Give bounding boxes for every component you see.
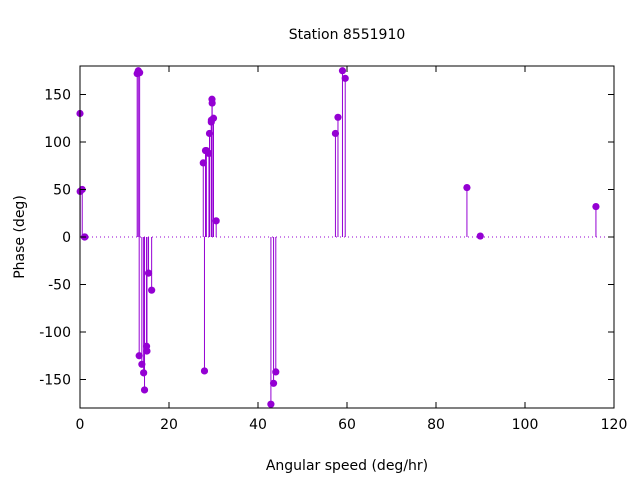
data-point bbox=[463, 184, 471, 192]
data-point bbox=[199, 159, 207, 167]
x-tick-label: 80 bbox=[427, 417, 445, 433]
data-point bbox=[269, 379, 278, 387]
y-axis: -150 -100 -50 0 50 100 150 bbox=[39, 88, 614, 389]
data-point bbox=[476, 232, 484, 240]
y-tick-label: 150 bbox=[44, 88, 71, 104]
data-point bbox=[148, 286, 156, 294]
y-tick-label: -100 bbox=[39, 325, 71, 341]
data-point bbox=[205, 149, 213, 157]
data-points bbox=[76, 67, 600, 408]
data-point bbox=[338, 67, 347, 75]
data-point bbox=[331, 129, 340, 138]
data-point bbox=[592, 203, 600, 211]
data-point bbox=[140, 386, 149, 394]
data-point bbox=[272, 368, 280, 376]
x-tick-label: 60 bbox=[338, 417, 356, 433]
x-tick-label: 20 bbox=[160, 417, 178, 433]
y-tick-label: -50 bbox=[48, 278, 71, 294]
data-point bbox=[267, 400, 275, 408]
data-point bbox=[208, 99, 216, 107]
y-tick-label: 100 bbox=[44, 135, 71, 151]
x-tick-label: 100 bbox=[512, 417, 539, 433]
y-tick-label: 50 bbox=[53, 183, 71, 199]
y-axis-label: Phase (deg) bbox=[12, 195, 28, 279]
data-point bbox=[205, 129, 214, 138]
data-point bbox=[135, 352, 143, 360]
data-point bbox=[341, 74, 349, 82]
x-tick-label: 40 bbox=[249, 417, 267, 433]
x-axis: 0 20 40 60 80 100 120 bbox=[76, 66, 628, 433]
data-point bbox=[212, 217, 220, 225]
data-point bbox=[209, 114, 218, 122]
data-point bbox=[200, 367, 209, 375]
x-axis-label: Angular speed (deg/hr) bbox=[266, 458, 428, 474]
data-point bbox=[140, 369, 148, 377]
data-point bbox=[143, 347, 151, 355]
data-point bbox=[334, 113, 342, 121]
data-point bbox=[134, 67, 142, 75]
y-tick-label: -150 bbox=[39, 373, 71, 389]
x-tick-label: 0 bbox=[76, 417, 85, 433]
data-point bbox=[138, 360, 146, 368]
data-point bbox=[144, 269, 153, 277]
y-tick-label: 0 bbox=[62, 230, 71, 246]
chart-title: Station 8551910 bbox=[289, 27, 406, 43]
x-tick-label: 120 bbox=[601, 417, 628, 433]
